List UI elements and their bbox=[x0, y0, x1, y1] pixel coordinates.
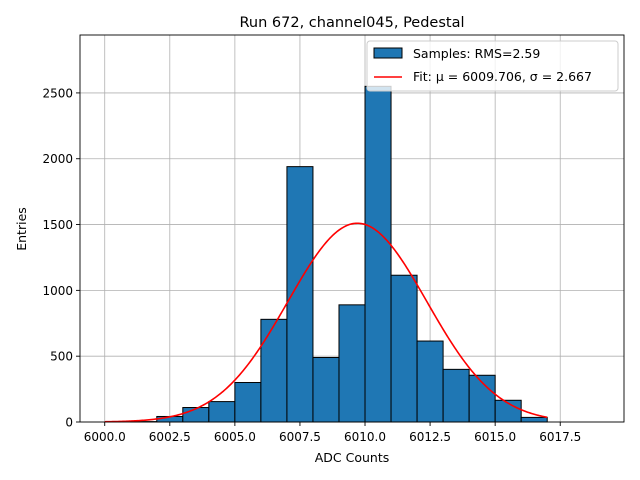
histogram-bar bbox=[364, 85, 392, 423]
bars-layer bbox=[130, 85, 548, 423]
x-tick-label: 6017.5 bbox=[539, 430, 581, 444]
x-tick-label: 6000.0 bbox=[84, 430, 126, 444]
x-tick-label: 6007.5 bbox=[279, 430, 321, 444]
fit-curve bbox=[104, 222, 548, 423]
histogram-bar bbox=[442, 368, 470, 423]
legend-histogram-label: Samples: RMS=2.59 bbox=[413, 46, 540, 61]
plot-frame bbox=[79, 34, 625, 423]
histogram-bar bbox=[520, 416, 548, 423]
histogram-bar bbox=[286, 166, 314, 423]
histogram-bar bbox=[312, 357, 340, 423]
y-tick-label: 500 bbox=[50, 350, 73, 364]
x-tick-label: 6010.0 bbox=[344, 430, 386, 444]
legend-box bbox=[366, 40, 619, 92]
x-axis-ticks: 6000.0 6002.5 6005.0 6007.5 6010.0 6012.5 6015… bbox=[84, 422, 581, 444]
x-tick-label: 6005.0 bbox=[214, 430, 256, 444]
x-tick-label: 6012.5 bbox=[409, 430, 451, 444]
histogram-bar bbox=[182, 407, 210, 423]
x-tick-label: 6002.5 bbox=[149, 430, 191, 444]
histogram-bar bbox=[208, 401, 236, 423]
y-tick-label: 2000 bbox=[42, 152, 73, 166]
legend-histogram-patch bbox=[373, 47, 403, 59]
legend: Samples: RMS=2.59 Fit: μ = 6009.706, σ =… bbox=[366, 40, 619, 92]
fit-layer bbox=[104, 222, 548, 423]
histogram-bar bbox=[416, 340, 444, 423]
y-tick-label: 1500 bbox=[42, 218, 73, 232]
x-tick-label: 6015.0 bbox=[474, 430, 516, 444]
y-tick-label: 2500 bbox=[42, 86, 73, 100]
legend-fit-label: Fit: μ = 6009.706, σ = 2.667 bbox=[413, 69, 592, 84]
histogram-bar bbox=[234, 382, 262, 423]
histogram-bar bbox=[338, 304, 366, 423]
y-axis-ticks: 0 500 1000 1500 2000 2500 bbox=[42, 86, 80, 430]
y-tick-label: 1000 bbox=[42, 284, 73, 298]
y-axis-label: Entries bbox=[14, 207, 29, 251]
chart-title: Run 672, channel045, Pedestal bbox=[239, 15, 464, 31]
y-tick-label: 0 bbox=[65, 416, 73, 430]
x-axis-label: ADC Counts bbox=[315, 450, 390, 465]
histogram-bar bbox=[260, 318, 288, 423]
histogram-bar bbox=[390, 274, 418, 423]
